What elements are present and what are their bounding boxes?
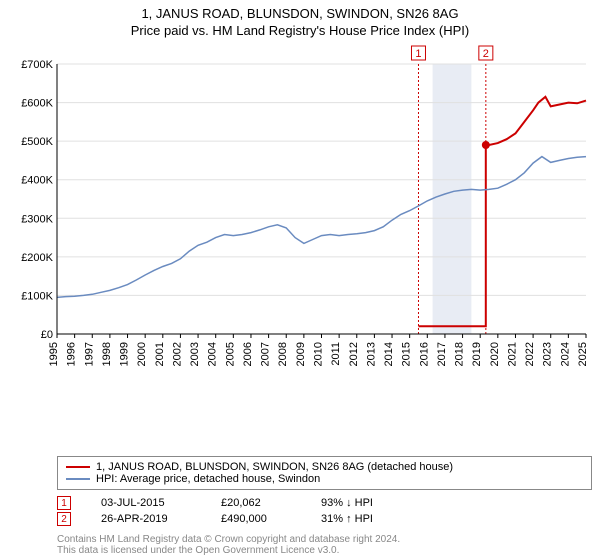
y-tick-label: £100K (21, 290, 53, 302)
y-tick-label: £0 (41, 329, 53, 341)
down-arrow-icon: ↓ (346, 497, 352, 509)
x-tick-label: 2012 (348, 342, 360, 366)
sales-table: 1 03-JUL-2015 £20,062 93% ↓ HPI 2 26-APR… (57, 494, 592, 528)
sale-delta: 93% ↓ HPI (321, 497, 373, 509)
y-tick-label: £600K (21, 98, 53, 110)
sale-date: 03-JUL-2015 (101, 497, 191, 509)
x-tick-label: 2010 (313, 342, 325, 366)
x-tick-label: 2017 (436, 342, 448, 366)
y-tick-label: £500K (21, 136, 53, 148)
x-tick-label: 2022 (524, 342, 536, 366)
line-chart: £0 £100K £200K £300K £400K £500K £600K £700K 199… (8, 44, 592, 374)
x-tick-label: 2001 (154, 342, 166, 366)
sale-point (482, 141, 490, 149)
x-tick-label: 1997 (83, 342, 95, 366)
y-tick-label: £400K (21, 175, 53, 187)
x-tick-label: 2008 (277, 342, 289, 366)
x-tick-label: 1996 (66, 342, 78, 366)
x-tick-label: 2000 (136, 342, 148, 366)
y-tick-label: £300K (21, 213, 53, 225)
x-tick-label: 1999 (119, 342, 131, 366)
x-tick-label: 2015 (401, 342, 413, 366)
legend-label: HPI: Average price, detached house, Swin… (96, 473, 320, 485)
sale-date: 26-APR-2019 (101, 513, 191, 525)
legend: 1, JANUS ROAD, BLUNSDON, SWINDON, SN26 8… (57, 456, 592, 490)
sale-marker-badge: 1 (57, 496, 71, 510)
legend-swatch (66, 478, 90, 480)
legend-swatch (66, 466, 90, 468)
sale-delta: 31% ↑ HPI (321, 513, 373, 525)
table-row: 2 26-APR-2019 £490,000 31% ↑ HPI (57, 512, 592, 526)
x-tick-label: 2004 (207, 342, 219, 366)
sale-price: £20,062 (221, 497, 291, 509)
x-tick-label: 1998 (101, 342, 113, 366)
x-tick-label: 2021 (506, 342, 518, 366)
series-hpi (57, 157, 586, 298)
x-tick-label: 2011 (330, 342, 342, 366)
x-tick-label: 2003 (189, 342, 201, 366)
y-tick-label: £700K (21, 59, 53, 71)
x-tick-label: 2014 (383, 342, 395, 366)
x-tick-label: 1995 (48, 342, 60, 366)
x-tick-label: 2018 (454, 342, 466, 366)
x-tick-label: 2024 (559, 342, 571, 366)
x-tick-label: 2019 (471, 342, 483, 366)
x-tick-label: 2020 (489, 342, 501, 366)
title-subtitle: Price paid vs. HM Land Registry's House … (0, 23, 600, 38)
legend-item: HPI: Average price, detached house, Swin… (66, 473, 583, 485)
footer-license: This data is licensed under the Open Gov… (57, 545, 592, 556)
title-address: 1, JANUS ROAD, BLUNSDON, SWINDON, SN26 8… (0, 6, 600, 21)
chart-container: 1, JANUS ROAD, BLUNSDON, SWINDON, SN26 8… (0, 0, 600, 560)
x-tick-label: 2016 (418, 342, 430, 366)
legend-label: 1, JANUS ROAD, BLUNSDON, SWINDON, SN26 8… (96, 461, 453, 473)
title-block: 1, JANUS ROAD, BLUNSDON, SWINDON, SN26 8… (0, 0, 600, 40)
sale-marker-badge: 2 (57, 512, 71, 526)
x-tick-label: 2007 (260, 342, 272, 366)
legend-item: 1, JANUS ROAD, BLUNSDON, SWINDON, SN26 8… (66, 461, 583, 473)
attribution-footer: Contains HM Land Registry data © Crown c… (57, 534, 592, 556)
chart-marker-number: 1 (415, 48, 421, 60)
x-tick-label: 2005 (224, 342, 236, 366)
x-tick-label: 2025 (577, 342, 589, 366)
chart-marker-number: 2 (483, 48, 489, 60)
table-row: 1 03-JUL-2015 £20,062 93% ↓ HPI (57, 496, 592, 510)
chart-area: £0 £100K £200K £300K £400K £500K £600K £700K 199… (8, 44, 592, 454)
x-tick-label: 2006 (242, 342, 254, 366)
x-tick-label: 2009 (295, 342, 307, 366)
x-tick-label: 2002 (171, 342, 183, 366)
up-arrow-icon: ↑ (346, 513, 352, 525)
y-tick-label: £200K (21, 252, 53, 264)
sale-price: £490,000 (221, 513, 291, 525)
x-tick-label: 2023 (542, 342, 554, 366)
x-tick-label: 2013 (365, 342, 377, 366)
footer-copyright: Contains HM Land Registry data © Crown c… (57, 534, 592, 545)
